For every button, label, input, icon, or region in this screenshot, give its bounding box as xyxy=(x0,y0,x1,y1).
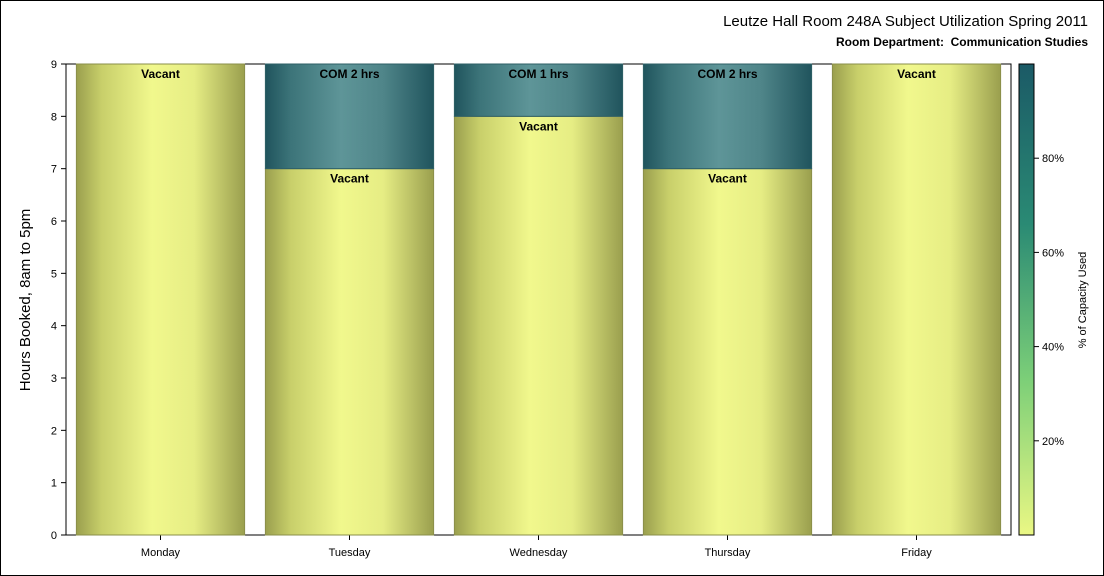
x-tick-label: Tuesday xyxy=(329,547,371,559)
bar-segment-label: Vacant xyxy=(519,119,558,133)
y-tick-label: 4 xyxy=(51,321,57,333)
bar-segment-vacant xyxy=(264,168,435,536)
chart-title: Leutze Hall Room 248A Subject Utilizatio… xyxy=(723,13,1088,30)
chart-subtitle: Room Department: Communication Studies xyxy=(835,35,1088,49)
x-tick-label: Monday xyxy=(141,547,181,559)
colorbar-tick-label: 20% xyxy=(1042,436,1064,448)
x-tick-label: Friday xyxy=(901,547,932,559)
bar-segment-label: COM 2 hrs xyxy=(697,67,757,81)
colorbar-scale xyxy=(1018,63,1035,536)
y-tick-label: 1 xyxy=(51,478,57,490)
y-tick-label: 5 xyxy=(51,268,57,280)
colorbar-tick-label: 60% xyxy=(1042,247,1064,259)
bar-segment-vacant xyxy=(453,115,624,536)
bar-segment-label: Vacant xyxy=(897,67,936,81)
y-tick-label: 7 xyxy=(51,164,57,176)
x-tick-label: Wednesday xyxy=(510,547,568,559)
bar-segment-used xyxy=(642,63,813,170)
bar-segment-label: COM 1 hrs xyxy=(508,67,568,81)
x-tick-label: Thursday xyxy=(705,547,751,559)
y-tick-label: 6 xyxy=(51,216,57,228)
bar-segment-label: Vacant xyxy=(708,172,747,186)
bar-segment-used xyxy=(453,63,624,117)
colorbar-tick-label: 40% xyxy=(1042,342,1064,354)
colorbar-legend: 20% 40% 60% 80% xyxy=(1018,63,1064,536)
y-tick-label: 3 xyxy=(51,373,57,385)
colorbar-title: % of Capacity Used xyxy=(1077,252,1089,349)
y-axis-title: Hours Booked, 8am to 5pm xyxy=(17,209,34,392)
colorbar-tick-label: 80% xyxy=(1042,153,1064,165)
plot-area: 0 1 2 3 4 5 6 7 8 9 Monday Tuesday Wednesday Thursday… xyxy=(51,59,1012,559)
y-tick-label: 2 xyxy=(51,425,57,437)
bar-segment-vacant xyxy=(75,63,246,536)
bar-segment-vacant xyxy=(831,63,1002,536)
y-tick-label: 9 xyxy=(51,59,57,71)
bar-segment-used xyxy=(264,63,435,170)
y-tick-label: 8 xyxy=(51,111,57,123)
bar-segment-vacant xyxy=(642,168,813,536)
bar-segment-label: COM 2 hrs xyxy=(319,67,379,81)
bar-segment-label: Vacant xyxy=(330,172,369,186)
bar-segment-label: Vacant xyxy=(141,67,180,81)
y-tick-label: 0 xyxy=(51,530,57,542)
